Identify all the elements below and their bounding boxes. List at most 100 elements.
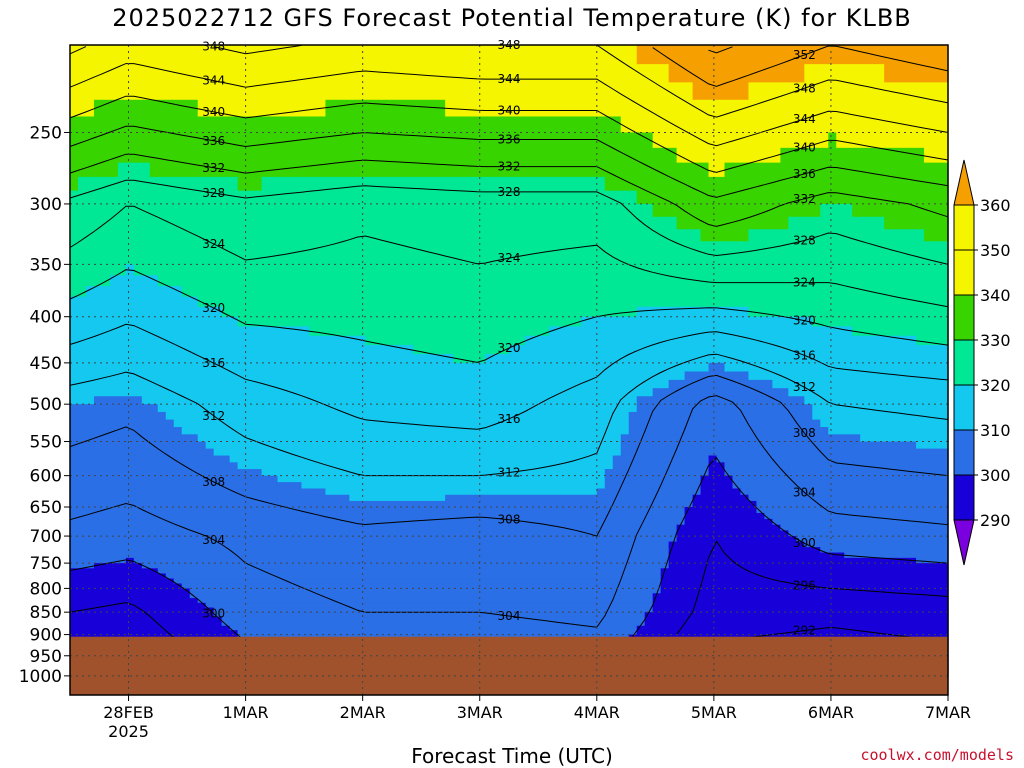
theta-cell (540, 462, 550, 470)
theta-cell (349, 568, 358, 575)
theta-cell (253, 469, 263, 477)
theta-cell (445, 82, 454, 101)
theta-cell (197, 563, 207, 569)
theta-cell (493, 630, 502, 636)
theta-cell (405, 469, 414, 477)
theta-cell (501, 541, 510, 548)
theta-cell (181, 593, 191, 599)
theta-cell (397, 557, 406, 564)
theta-cell (165, 593, 175, 599)
theta-cell (493, 462, 502, 470)
theta-cell (325, 411, 334, 421)
theta-cell (485, 494, 494, 502)
theta-cell (133, 253, 143, 265)
theta-cell (213, 513, 223, 520)
theta-cell (365, 379, 374, 389)
theta-cell (70, 593, 79, 599)
theta-cell (461, 296, 470, 308)
theta-cell (197, 612, 207, 618)
theta-cell (548, 45, 558, 65)
theta-cell (205, 494, 215, 502)
theta-cell (309, 64, 319, 83)
theta-cell (245, 547, 255, 554)
theta-cell (157, 616, 167, 622)
theta-cell (421, 176, 430, 192)
theta-cell (309, 241, 319, 254)
theta-cell (564, 419, 574, 428)
theta-cell (485, 612, 494, 618)
theta-cell (301, 296, 311, 308)
theta-cell (365, 306, 374, 318)
theta-cell (349, 306, 358, 318)
theta-cell (485, 593, 494, 599)
theta-cell (477, 434, 486, 443)
theta-cell (477, 306, 486, 318)
theta-cell (509, 536, 518, 543)
theta-cell (493, 455, 502, 463)
theta-cell (269, 379, 279, 389)
theta-cell (317, 500, 327, 508)
theta-cell (261, 500, 271, 508)
theta-cell (85, 607, 95, 613)
theta-cell (509, 82, 518, 101)
theta-cell (277, 616, 287, 622)
theta-cell (501, 612, 510, 618)
theta-cell (173, 588, 183, 594)
theta-cell (197, 264, 207, 276)
theta-cell (149, 448, 159, 457)
theta-cell (245, 568, 255, 575)
theta-cell (277, 563, 287, 569)
theta-cell (141, 462, 151, 470)
theta-cell (197, 593, 207, 599)
theta-cell (117, 264, 127, 276)
theta-cell (333, 612, 342, 618)
theta-cell (117, 482, 127, 490)
theta-cell (381, 513, 390, 520)
theta-cell (293, 434, 303, 443)
theta-cell (173, 419, 183, 428)
theta-cell (245, 162, 255, 178)
theta-cell (524, 427, 534, 435)
theta-cell (564, 99, 574, 118)
theta-cell (85, 371, 95, 381)
theta-cell (548, 396, 558, 405)
theta-cell (365, 335, 374, 346)
theta-cell (501, 64, 510, 83)
theta-cell (173, 345, 183, 355)
theta-cell (93, 132, 103, 149)
theta-cell (165, 379, 175, 389)
theta-cell (213, 335, 223, 346)
theta-cell (197, 513, 207, 520)
theta-cell (453, 427, 462, 435)
theta-cell (293, 621, 303, 627)
theta-cell (389, 116, 398, 134)
theta-cell (133, 507, 143, 514)
theta-cell (245, 507, 255, 514)
theta-cell (301, 547, 311, 554)
theta-cell (389, 203, 398, 218)
theta-cell (317, 630, 327, 636)
theta-cell (117, 203, 127, 218)
theta-cell (293, 557, 303, 564)
theta-cell (477, 116, 486, 134)
theta-cell (165, 475, 175, 483)
theta-cell (245, 379, 255, 389)
theta-cell (181, 388, 191, 397)
theta-cell (556, 616, 566, 622)
theta-cell (157, 500, 167, 508)
theta-cell (477, 99, 486, 118)
theta-cell (405, 132, 414, 149)
theta-cell (253, 630, 263, 636)
theta-cell (253, 99, 263, 118)
theta-cell (245, 326, 255, 337)
theta-cell (469, 513, 478, 520)
theta-cell (293, 616, 303, 622)
theta-cell (341, 541, 350, 548)
theta-cell (173, 82, 183, 101)
theta-cell (189, 216, 199, 230)
theta-cell (325, 396, 334, 405)
theta-cell (333, 362, 342, 373)
theta-cell (93, 253, 103, 265)
theta-cell (245, 612, 255, 618)
theta-cell (540, 404, 550, 413)
